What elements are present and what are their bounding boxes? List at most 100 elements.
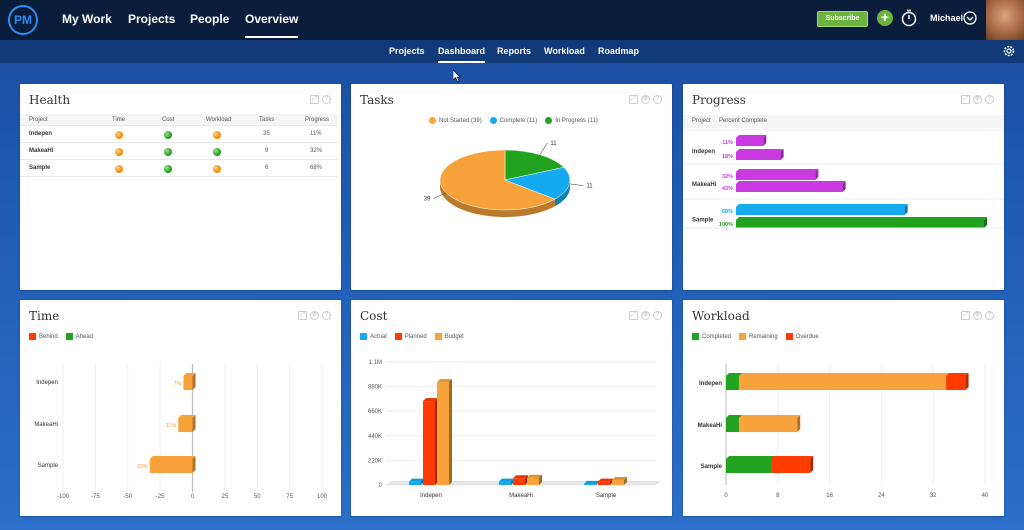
legend-in-progress[interactable]: In Progress (11) — [545, 117, 598, 124]
subnav-workload[interactable]: Workload — [544, 46, 585, 56]
settings-small-icon[interactable]: ⚙ — [973, 95, 982, 104]
table-row[interactable]: MakeaHi 9 32% — [20, 144, 338, 160]
progress-bar-top — [736, 169, 819, 172]
workload-bar-chart: 0 8 16 24 32 40 Indepen MakeaHi Sample — [698, 364, 989, 499]
legend-not-started[interactable]: Not Started (39) — [429, 117, 482, 124]
nav-projects[interactable]: Projects — [128, 12, 176, 26]
cost-bar-budget-side — [449, 379, 452, 485]
pm-logo[interactable]: PM — [8, 5, 38, 35]
time-bar-top — [149, 456, 196, 459]
gear-icon[interactable] — [1002, 44, 1016, 58]
legend-behind[interactable]: Behind — [29, 333, 58, 340]
subnav-roadmap[interactable]: Roadmap — [598, 46, 640, 56]
time-legend: Behind Ahead — [29, 333, 93, 340]
progress-expected-bar-side — [780, 149, 784, 160]
expand-icon[interactable]: ⤢ — [629, 311, 638, 320]
expand-icon[interactable]: ⤢ — [961, 95, 970, 104]
help-icon[interactable]: ? — [322, 311, 331, 320]
expand-icon[interactable]: ⤢ — [961, 311, 970, 320]
progress-bar — [736, 207, 905, 215]
legend-complete[interactable]: Complete (11) — [489, 117, 537, 124]
time-bar-side — [192, 456, 196, 473]
row-tasks: 6 — [265, 165, 269, 171]
pie-slice-complete — [504, 167, 571, 200]
pie-leader-line — [433, 192, 447, 199]
tasks-pie-chart: 11 11 39 — [424, 141, 593, 217]
col-cost: Cost — [162, 117, 175, 123]
time-bar — [183, 376, 193, 390]
row-project[interactable]: MakeaHi — [29, 148, 54, 154]
legend-ahead[interactable]: Ahead — [65, 333, 93, 340]
workload-status-dot — [213, 148, 221, 156]
health-header-row: Project Time Cost Workload Tasks Progres… — [20, 114, 338, 126]
legend-remaining[interactable]: Remaining — [739, 333, 778, 340]
progress-title: Progress — [692, 93, 746, 107]
help-icon[interactable]: ? — [985, 311, 994, 320]
pie-data-label: 11 — [550, 141, 557, 147]
progress-value-label: 68% — [722, 209, 733, 215]
cost-category-label: MakeaHi — [509, 493, 533, 499]
legend-actual[interactable]: Actual — [360, 333, 387, 340]
progress-expected-label: 18% — [722, 154, 733, 160]
legend-completed[interactable]: Completed — [692, 333, 731, 340]
nav-overview[interactable]: Overview — [245, 12, 299, 38]
legend-budget[interactable]: Budget — [434, 333, 464, 340]
timer-icon[interactable] — [901, 9, 917, 27]
user-avatar[interactable] — [986, 0, 1024, 40]
nav-people[interactable]: People — [190, 12, 230, 26]
workload-bar-remaining-top — [738, 373, 950, 376]
workload-bar-overdue-top — [771, 456, 814, 459]
cost-bar-planned-top — [423, 398, 438, 402]
expand-icon[interactable]: ⤢ — [310, 95, 319, 104]
workload-bar-completed — [726, 418, 739, 432]
help-icon[interactable]: ? — [653, 95, 662, 104]
user-name[interactable]: Michael — [930, 13, 964, 23]
progress-bar-side — [763, 135, 767, 146]
time-category-label: Indepen — [36, 380, 58, 386]
time-tick-label: 0 — [191, 494, 195, 500]
cost-bar-actual-top — [584, 480, 599, 484]
workload-tick-label: 0 — [724, 493, 728, 499]
progress-bar-top — [736, 204, 908, 207]
time-tick-label: -100 — [57, 494, 70, 500]
time-bar — [178, 418, 193, 432]
pie-slice-side — [554, 180, 570, 207]
pie-slice-not-started — [439, 149, 556, 211]
nav-my-work[interactable]: My Work — [62, 12, 112, 26]
workload-tick-label: 8 — [776, 493, 780, 499]
legend-planned[interactable]: Planned — [394, 333, 427, 340]
settings-small-icon[interactable]: ⚙ — [973, 311, 982, 320]
subnav-projects[interactable]: Projects — [389, 46, 425, 56]
cost-status-dot — [164, 148, 172, 156]
subnav-dashboard[interactable]: Dashboard — [438, 46, 486, 63]
settings-small-icon[interactable]: ⚙ — [641, 311, 650, 320]
table-row[interactable]: Indepen 35 11% — [20, 127, 338, 143]
time-tick-label: 25 — [222, 494, 229, 500]
cost-tools: ⤢ ⚙ ? — [629, 311, 662, 320]
cost-bar-budget-top — [527, 474, 542, 478]
help-icon[interactable]: ? — [322, 95, 331, 104]
cost-bar-budget-top — [437, 379, 452, 383]
col-project: Project — [29, 117, 48, 123]
workload-status-dot — [213, 165, 221, 173]
cost-tick-label: 880K — [368, 385, 382, 391]
add-plus-icon[interactable]: + — [877, 10, 893, 26]
workload-tick-label: 24 — [878, 493, 885, 499]
subnav-reports[interactable]: Reports — [497, 46, 532, 56]
settings-small-icon[interactable]: ⚙ — [310, 311, 319, 320]
settings-small-icon[interactable]: ⚙ — [641, 95, 650, 104]
cost-tick-label: 0 — [379, 483, 383, 489]
expand-icon[interactable]: ⤢ — [298, 311, 307, 320]
row-project[interactable]: Sample — [29, 165, 51, 171]
table-row[interactable]: Sample 6 68% — [20, 161, 338, 177]
workload-tick-label: 40 — [982, 493, 989, 499]
workload-bar-remaining-top — [738, 415, 801, 418]
chevron-down-icon[interactable] — [963, 11, 977, 25]
legend-overdue[interactable]: Overdue — [785, 333, 819, 340]
help-icon[interactable]: ? — [985, 95, 994, 104]
help-icon[interactable]: ? — [653, 311, 662, 320]
row-project[interactable]: Indepen — [29, 131, 53, 137]
subscribe-button[interactable]: Subscribe — [817, 11, 868, 27]
expand-icon[interactable]: ⤢ — [629, 95, 638, 104]
cost-bar-actual-top — [409, 478, 424, 482]
